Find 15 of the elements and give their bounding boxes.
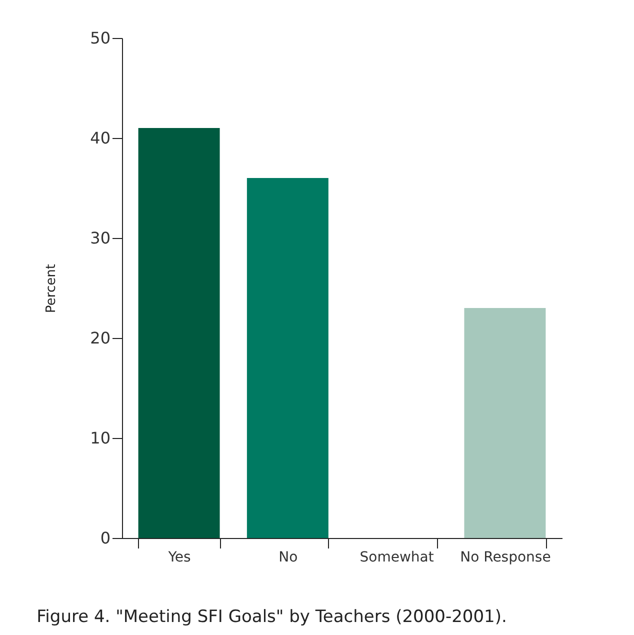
y-axis-title: Percent xyxy=(44,264,60,313)
x-tick-label: No xyxy=(278,550,298,566)
y-tick-label: 10 xyxy=(90,428,110,448)
x-tick-label: No Response xyxy=(460,550,551,566)
bar xyxy=(464,308,546,538)
y-tick-label: 40 xyxy=(90,128,110,148)
y-tick-label: 20 xyxy=(90,328,110,348)
caption: Figure 4. "Meeting SFI Goals" by Teachers (2000-2001). xyxy=(36,607,507,627)
y-tick-label: 50 xyxy=(90,28,110,48)
x-tick-label: Somewhat xyxy=(360,550,434,566)
y-tick-label: 30 xyxy=(90,228,110,248)
bar xyxy=(246,178,328,538)
y-tick-label: 0 xyxy=(100,528,110,548)
x-tick-label: Yes xyxy=(167,550,191,566)
bar xyxy=(138,128,220,538)
